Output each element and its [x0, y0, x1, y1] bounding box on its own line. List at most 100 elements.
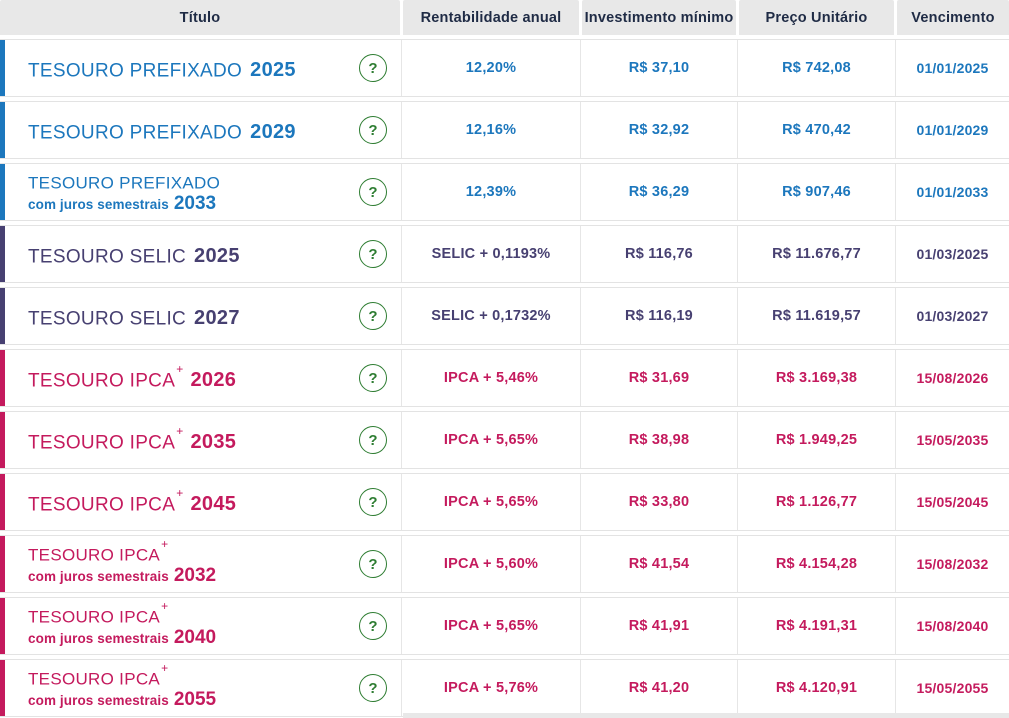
bond-title: TESOURO IPCA+2045	[28, 485, 237, 516]
bond-row[interactable]: TESOURO IPCA+2035 ? IPCA + 5,65% R$ 38,9…	[0, 411, 1009, 469]
bond-row[interactable]: TESOURO SELIC 2025 ? SELIC + 0,1193% R$ 1…	[0, 225, 1009, 283]
bond-title: TESOURO PREFIXADO 2025	[28, 59, 296, 82]
bond-title: TESOURO IPCA+ com juros semestrais 2040	[28, 599, 217, 648]
annual-return-cell: 12,20%	[401, 40, 580, 96]
bond-color-bar	[0, 536, 5, 592]
unit-price-cell: R$ 470,42	[737, 102, 895, 158]
plus-superscript: +	[176, 361, 184, 376]
bond-row[interactable]: TESOURO IPCA+ com juros semestrais 2040 ?…	[0, 597, 1009, 655]
bond-color-bar	[0, 350, 5, 406]
help-icon[interactable]: ?	[359, 178, 387, 206]
column-header-vencimento: Vencimento	[897, 0, 1009, 35]
min-investment-cell: R$ 33,80	[580, 474, 737, 530]
bond-title: TESOURO IPCA+ com juros semestrais 2032	[28, 537, 217, 586]
unit-price-cell: R$ 3.169,38	[737, 350, 895, 406]
maturity-date-cell: 01/01/2029	[895, 102, 1009, 158]
plus-superscript: +	[161, 599, 169, 614]
annual-return-cell: IPCA + 5,65%	[401, 474, 580, 530]
unit-price-cell: R$ 1.949,25	[737, 412, 895, 468]
maturity-date-cell: 15/08/2026	[895, 350, 1009, 406]
bond-title: TESOURO IPCA+2026	[28, 361, 237, 392]
help-icon[interactable]: ?	[359, 240, 387, 268]
bond-color-bar	[0, 660, 5, 716]
bond-title-cell: TESOURO IPCA+ com juros semestrais 2040 ?	[0, 598, 401, 654]
bond-color-bar	[0, 412, 5, 468]
annual-return-cell: 12,39%	[401, 164, 580, 220]
unit-price-cell: R$ 11.619,57	[737, 288, 895, 344]
help-icon[interactable]: ?	[359, 674, 387, 702]
unit-price-cell: R$ 907,46	[737, 164, 895, 220]
bond-color-bar	[0, 226, 5, 282]
help-icon[interactable]: ?	[359, 488, 387, 516]
bond-color-bar	[0, 102, 5, 158]
maturity-date-cell: 01/03/2025	[895, 226, 1009, 282]
unit-price-cell: R$ 4.191,31	[737, 598, 895, 654]
column-header-preco: Preço Unitário	[739, 0, 894, 35]
maturity-date-cell: 01/01/2025	[895, 40, 1009, 96]
bond-title: TESOURO IPCA+2035	[28, 423, 237, 454]
bond-title-cell: TESOURO PREFIXADO 2025 ?	[0, 40, 401, 96]
unit-price-cell: R$ 11.676,77	[737, 226, 895, 282]
bond-color-bar	[0, 164, 5, 220]
unit-price-cell: R$ 4.120,91	[737, 660, 895, 716]
annual-return-cell: SELIC + 0,1732%	[401, 288, 580, 344]
bond-row[interactable]: TESOURO SELIC 2027 ? SELIC + 0,1732% R$ 1…	[0, 287, 1009, 345]
bond-title: TESOURO SELIC 2025	[28, 245, 240, 268]
annual-return-cell: IPCA + 5,65%	[401, 412, 580, 468]
help-icon[interactable]: ?	[359, 550, 387, 578]
bond-row[interactable]: TESOURO IPCA+ com juros semestrais 2055 ?…	[0, 659, 1009, 717]
annual-return-cell: SELIC + 0,1193%	[401, 226, 580, 282]
min-investment-cell: R$ 116,76	[580, 226, 737, 282]
min-investment-cell: R$ 116,19	[580, 288, 737, 344]
bond-row[interactable]: TESOURO PREFIXADO com juros semestrais 20…	[0, 163, 1009, 221]
help-icon[interactable]: ?	[359, 302, 387, 330]
help-icon[interactable]: ?	[359, 54, 387, 82]
column-header-rentabilidade: Rentabilidade anual	[403, 0, 579, 35]
help-icon[interactable]: ?	[359, 612, 387, 640]
help-icon[interactable]: ?	[359, 116, 387, 144]
bond-title-cell: TESOURO IPCA+ com juros semestrais 2032 ?	[0, 536, 401, 592]
min-investment-cell: R$ 36,29	[580, 164, 737, 220]
help-icon[interactable]: ?	[359, 364, 387, 392]
annual-return-cell: IPCA + 5,65%	[401, 598, 580, 654]
help-icon[interactable]: ?	[359, 426, 387, 454]
bond-row[interactable]: TESOURO PREFIXADO 2029 ? 12,16% R$ 32,92 …	[0, 101, 1009, 159]
bond-title-cell: TESOURO SELIC 2025 ?	[0, 226, 401, 282]
min-investment-cell: R$ 41,20	[580, 660, 737, 716]
maturity-date-cell: 15/08/2032	[895, 536, 1009, 592]
bond-row[interactable]: TESOURO IPCA+2045 ? IPCA + 5,65% R$ 33,8…	[0, 473, 1009, 531]
plus-superscript: +	[176, 485, 184, 500]
min-investment-cell: R$ 32,92	[580, 102, 737, 158]
bond-row[interactable]: TESOURO PREFIXADO 2025 ? 12,20% R$ 37,10 …	[0, 39, 1009, 97]
min-investment-cell: R$ 41,54	[580, 536, 737, 592]
bond-color-bar	[0, 288, 5, 344]
annual-return-cell: IPCA + 5,60%	[401, 536, 580, 592]
bond-title: TESOURO PREFIXADO com juros semestrais 20…	[28, 173, 221, 214]
min-investment-cell: R$ 37,10	[580, 40, 737, 96]
annual-return-cell: 12,16%	[401, 102, 580, 158]
bond-row[interactable]: TESOURO IPCA+ com juros semestrais 2032 ?…	[0, 535, 1009, 593]
bond-color-bar	[0, 598, 5, 654]
plus-superscript: +	[161, 661, 169, 676]
table-header: Título Rentabilidade anual Investimento …	[0, 0, 1009, 35]
plus-superscript: +	[161, 537, 169, 552]
bond-title-cell: TESOURO IPCA+2035 ?	[0, 412, 401, 468]
maturity-date-cell: 15/05/2055	[895, 660, 1009, 716]
bond-color-bar	[0, 474, 5, 530]
maturity-date-cell: 15/08/2040	[895, 598, 1009, 654]
maturity-date-cell: 15/05/2045	[895, 474, 1009, 530]
bond-title-cell: TESOURO IPCA+2045 ?	[0, 474, 401, 530]
bond-title-cell: TESOURO IPCA+ com juros semestrais 2055 ?	[0, 660, 401, 716]
maturity-date-cell: 01/01/2033	[895, 164, 1009, 220]
next-section-edge	[403, 713, 1009, 718]
unit-price-cell: R$ 4.154,28	[737, 536, 895, 592]
bond-title: TESOURO SELIC 2027	[28, 307, 240, 330]
annual-return-cell: IPCA + 5,46%	[401, 350, 580, 406]
min-investment-cell: R$ 41,91	[580, 598, 737, 654]
bond-title-cell: TESOURO SELIC 2027 ?	[0, 288, 401, 344]
bond-color-bar	[0, 40, 5, 96]
min-investment-cell: R$ 31,69	[580, 350, 737, 406]
annual-return-cell: IPCA + 5,76%	[401, 660, 580, 716]
bond-row[interactable]: TESOURO IPCA+2026 ? IPCA + 5,46% R$ 31,6…	[0, 349, 1009, 407]
bond-title-cell: TESOURO IPCA+2026 ?	[0, 350, 401, 406]
